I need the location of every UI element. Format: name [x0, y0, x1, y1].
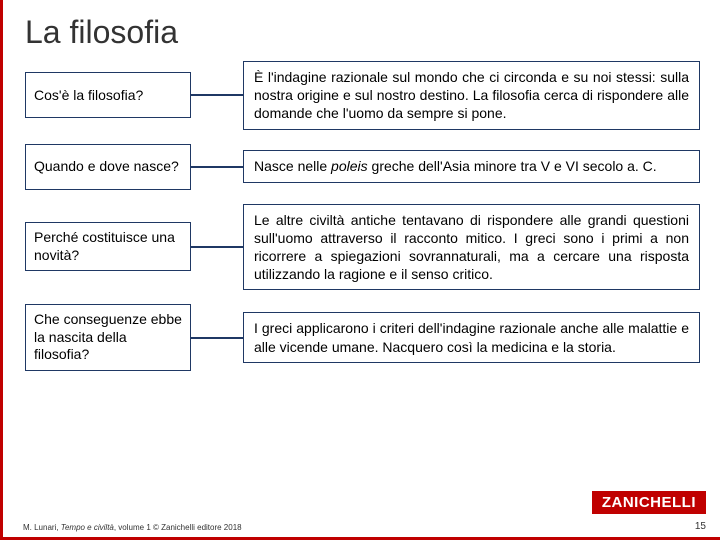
- footer-author: M. Lunari,: [23, 523, 61, 532]
- footer-credit: M. Lunari, Tempo e civiltà, volume 1 © Z…: [23, 523, 242, 532]
- brand-badge: ZANICHELLI: [592, 491, 706, 514]
- footer-title: Tempo e civiltà: [61, 523, 114, 532]
- page-number: 15: [695, 521, 706, 532]
- footer-rest: , volume 1 © Zanichelli editore 2018: [114, 523, 242, 532]
